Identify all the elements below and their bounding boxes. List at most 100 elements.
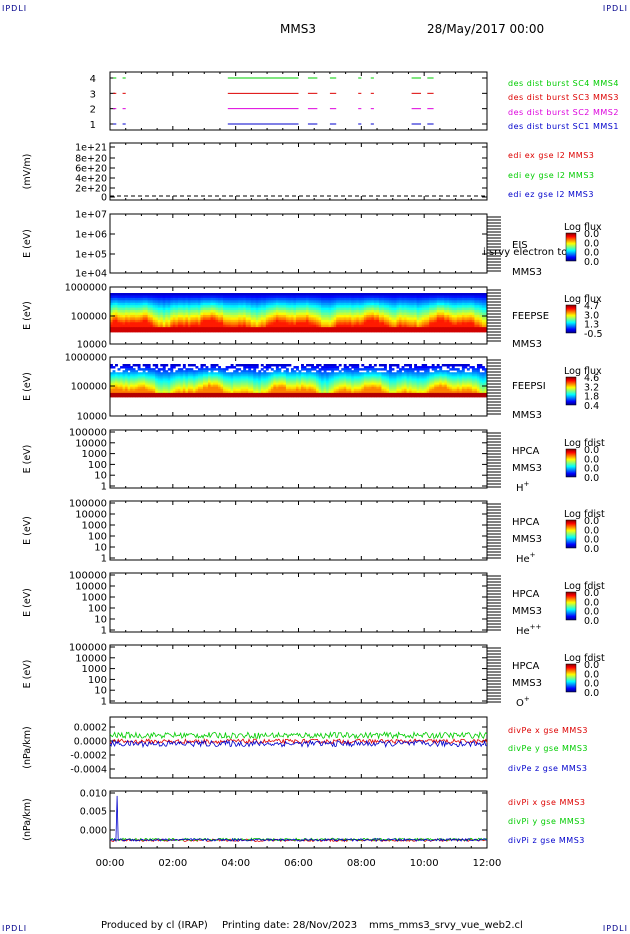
spectrogram-cell [240, 319, 244, 323]
spectrogram-cell [411, 384, 415, 388]
spectrogram-cell [391, 295, 395, 299]
spectrogram-cell [167, 374, 171, 377]
spectrogram-cell [399, 312, 402, 316]
spectrogram-cell [255, 386, 259, 390]
spectrogram-cell [416, 384, 420, 388]
spectrogram-cell [436, 378, 440, 381]
spectrogram-cell [147, 300, 151, 304]
spectrogram-cell [411, 293, 415, 296]
spectrogram-cell [162, 295, 166, 299]
spectrogram-cell [120, 382, 123, 386]
spectrogram-cell [316, 386, 320, 390]
spectrogram-cell [424, 312, 428, 316]
spectrogram-cell [353, 392, 357, 396]
spectrogram-cell [233, 300, 237, 304]
spectrogram-cell [321, 297, 325, 301]
spectrogram-cell [388, 314, 392, 318]
spectrogram-cell [288, 380, 292, 383]
spectrogram-cell [200, 295, 204, 299]
spectrogram-cell [245, 370, 249, 373]
spectrogram-cell [454, 329, 458, 333]
spectrogram-cell [213, 390, 216, 394]
spectrogram-cell [263, 390, 267, 394]
spectrogram-cell [275, 388, 279, 392]
spectrogram-cell [255, 329, 259, 333]
spectrogram-cell [205, 384, 209, 388]
spectrogram-cell [202, 302, 206, 306]
spectrogram-cell [120, 380, 123, 383]
spectrogram-cell [416, 376, 420, 379]
spectrogram-cell [260, 386, 264, 390]
spectrogram-cell [260, 380, 264, 383]
spectrogram-cell [351, 302, 355, 306]
spectrogram-cell [278, 314, 282, 318]
spectrogram-cell [409, 390, 412, 394]
spectrogram-cell [155, 388, 159, 392]
spectrogram-cell [177, 392, 181, 396]
spectrogram-cell [326, 297, 330, 301]
spectrogram-cell [328, 305, 332, 309]
spectrogram-cell [278, 307, 282, 311]
spectrogram-cell [378, 329, 382, 333]
spectrogram-cell [441, 382, 445, 386]
spectrogram-cell [228, 382, 232, 386]
spectrogram-cell [481, 329, 485, 333]
spectrogram-cell [205, 295, 209, 299]
spectrogram-cell [356, 297, 360, 301]
spectrogram-cell [436, 384, 440, 388]
spectrogram-cell [298, 293, 302, 296]
spectrogram-cell [210, 302, 214, 306]
spectrogram-cell [200, 366, 204, 369]
spectrogram-cell [484, 302, 488, 306]
spectrogram-cell [378, 293, 382, 296]
spectrogram-cell [316, 312, 320, 316]
spectrogram-cell [436, 327, 440, 330]
spectrogram-cell [368, 372, 372, 375]
spectrogram-cell [311, 364, 314, 367]
spectrogram-cell [228, 329, 232, 333]
spectrogram-cell [130, 376, 134, 379]
spectrogram-cell [250, 305, 254, 309]
spectrogram-cell [120, 319, 123, 323]
spectrogram-cell [459, 394, 463, 398]
spectrogram-cell [195, 295, 199, 299]
spectrogram-cell [391, 390, 395, 394]
spectrogram-cell [436, 312, 440, 316]
spectrogram-cell [293, 376, 297, 379]
spectrogram-cell [117, 390, 121, 394]
spectrogram-cell [391, 322, 395, 326]
spectrogram-cell [464, 386, 468, 390]
spectrogram-cell [290, 305, 294, 309]
spectrogram-cell [471, 372, 475, 375]
spectrogram-cell [459, 322, 463, 326]
spectrogram-cell [190, 327, 194, 330]
spectrogram-cell [258, 295, 262, 299]
spectrogram-cell [190, 293, 194, 296]
spectrogram-cell [321, 376, 325, 379]
spectrogram-cell [456, 376, 460, 379]
spectrogram-cell [474, 295, 478, 299]
spectrogram-cell [376, 324, 380, 328]
spectrogram-cell [268, 307, 272, 311]
spectrogram-cell [311, 305, 314, 309]
spectrogram-cell [459, 307, 463, 311]
spectrogram-cell [406, 380, 410, 383]
spectrogram-cell [230, 307, 234, 311]
spectrogram-cell [436, 376, 440, 379]
spectrogram-cell [331, 324, 335, 328]
spectrogram-cell [331, 390, 335, 394]
spectrogram-cell [328, 380, 332, 383]
spectrogram-cell [280, 307, 284, 311]
spectrogram-cell [409, 310, 412, 313]
spectrogram-cell [356, 384, 360, 388]
spectrogram-cell [288, 378, 292, 381]
spectrogram-cell [461, 384, 465, 388]
spectrogram-cell [479, 300, 483, 304]
spectrogram-cell [200, 327, 204, 330]
spectrogram-cell [197, 327, 201, 330]
spectrogram-cell [451, 319, 455, 323]
spectrogram-cell [409, 392, 412, 396]
spectrogram-cell [464, 366, 468, 369]
spectrogram-cell [278, 324, 282, 328]
spectrogram-cell [218, 380, 221, 383]
